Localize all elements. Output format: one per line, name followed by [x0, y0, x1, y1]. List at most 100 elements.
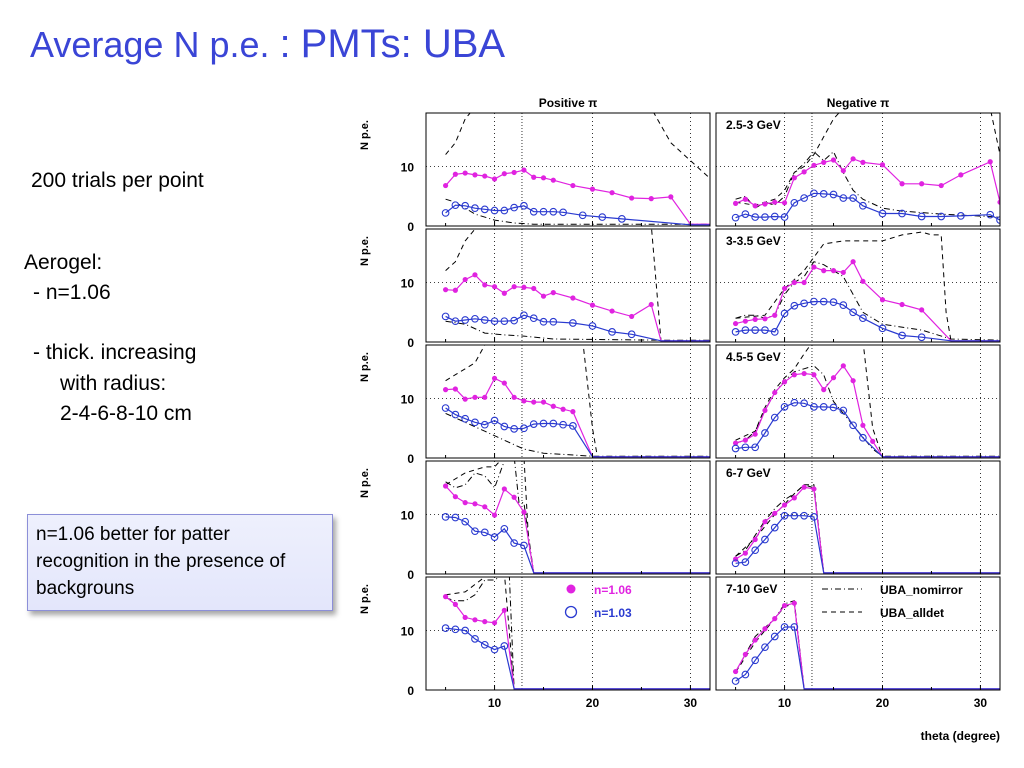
point-n106	[870, 438, 876, 444]
point-n103	[859, 201, 867, 210]
point-n103	[627, 330, 636, 339]
panel-series	[441, 229, 710, 342]
point-n103	[917, 333, 926, 342]
point-n106	[811, 486, 817, 492]
point-n103	[986, 210, 995, 219]
point-n106	[772, 616, 778, 622]
point-n103	[500, 317, 509, 326]
point-n103	[451, 201, 460, 210]
point-n103	[790, 623, 799, 631]
point-n103	[500, 642, 509, 650]
series-n103	[735, 192, 1000, 221]
point-n106	[919, 181, 925, 187]
panel-series	[731, 113, 1000, 224]
point-n106	[850, 156, 856, 162]
point-n106	[462, 276, 468, 283]
panel-frame	[425, 576, 711, 691]
point-n106	[732, 200, 739, 206]
point-n103	[770, 413, 779, 422]
point-n106	[452, 601, 458, 607]
series-n103	[735, 515, 1000, 574]
point-n103	[810, 189, 818, 198]
point-n106	[521, 167, 527, 173]
point-n106	[830, 157, 837, 163]
series-n106	[445, 596, 710, 690]
point-n106	[762, 316, 768, 322]
point-n106	[791, 279, 797, 286]
legend-label-n103: n=1.03	[594, 606, 632, 620]
panel-positive-row-1	[425, 112, 711, 227]
y-tick-label: 0	[407, 568, 414, 582]
point-n106	[919, 307, 925, 313]
series-uba-alldet	[735, 113, 1000, 206]
series-uba-nomirror	[735, 484, 825, 573]
point-n106	[860, 159, 866, 165]
point-n103	[461, 316, 470, 324]
point-n103	[529, 420, 538, 428]
series-n106	[445, 377, 710, 458]
aerogel-item-index: - n=1.06	[33, 281, 111, 304]
point-n103	[800, 194, 808, 202]
point-n106	[791, 372, 797, 378]
point-n106	[550, 403, 556, 409]
point-n106	[772, 510, 778, 516]
point-n103	[510, 425, 518, 433]
aerogel-item-thickness-line3: 2-4-6-8-10 cm	[60, 402, 192, 425]
point-n106	[462, 614, 468, 621]
point-n106	[762, 519, 768, 525]
point-n106	[801, 484, 807, 490]
point-n106	[482, 504, 488, 510]
title-prefix: Average N p.e.	[30, 24, 270, 65]
aerogel-item-thickness: - thick. increasing	[33, 341, 197, 364]
point-n103	[608, 328, 616, 336]
point-n106	[482, 173, 488, 179]
panel-frame	[715, 576, 1001, 691]
point-n103	[490, 206, 499, 215]
point-n106	[958, 172, 964, 178]
title-separator: :	[279, 22, 291, 66]
energy-label: 7-10 GeV	[726, 582, 777, 596]
point-n106	[560, 406, 566, 412]
point-n106	[531, 399, 537, 405]
column-title-positive: Positive π	[539, 96, 598, 110]
point-n106	[521, 398, 527, 404]
x-tick-label: 10	[778, 696, 792, 710]
point-n103	[810, 403, 818, 411]
point-n103	[510, 203, 518, 212]
point-n103	[898, 209, 906, 218]
panel-frame	[715, 344, 1001, 459]
point-n103	[780, 511, 789, 520]
energy-label: 6-7 GeV	[726, 466, 771, 480]
point-n106	[648, 196, 654, 202]
point-n103	[588, 322, 597, 330]
point-n106	[511, 284, 517, 290]
point-n106	[791, 495, 797, 501]
point-n106	[501, 171, 507, 177]
point-n106	[570, 409, 576, 415]
panel-frame	[715, 460, 1001, 575]
point-n103	[441, 624, 450, 632]
point-n106	[442, 287, 449, 293]
point-n106	[501, 486, 507, 492]
point-n103	[839, 406, 848, 415]
y-axis-label: N p.e.	[359, 352, 371, 382]
point-n106	[732, 320, 739, 327]
point-n103	[520, 541, 528, 550]
series-n106	[735, 486, 1000, 574]
point-n103	[731, 444, 740, 453]
panel-series	[731, 231, 1000, 342]
point-n106	[791, 175, 797, 181]
point-n106	[830, 268, 837, 274]
point-n106	[442, 387, 449, 393]
point-n103	[510, 539, 518, 547]
point-n106	[899, 301, 905, 308]
point-n106	[821, 387, 827, 393]
point-n106	[791, 600, 797, 606]
point-n106	[752, 431, 758, 437]
point-n103	[451, 317, 460, 326]
point-n106	[879, 297, 886, 303]
point-n103	[780, 309, 789, 318]
point-n106	[772, 199, 778, 205]
point-n103	[859, 314, 867, 323]
point-n103	[520, 424, 528, 433]
